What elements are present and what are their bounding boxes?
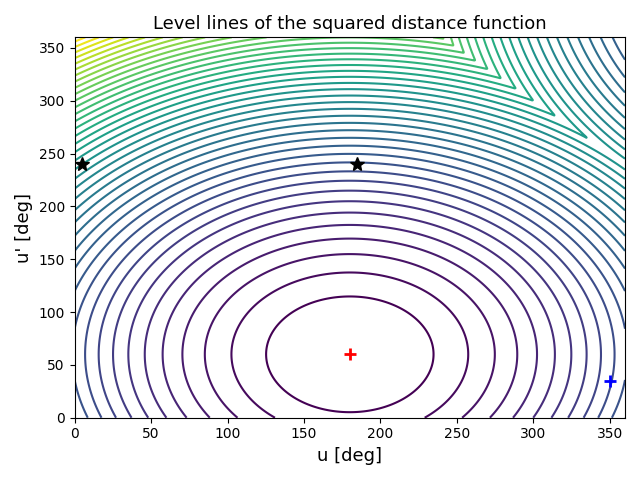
Title: Level lines of the squared distance function: Level lines of the squared distance func…	[153, 15, 547, 33]
Y-axis label: u' [deg]: u' [deg]	[15, 192, 33, 263]
X-axis label: u [deg]: u [deg]	[317, 447, 382, 465]
